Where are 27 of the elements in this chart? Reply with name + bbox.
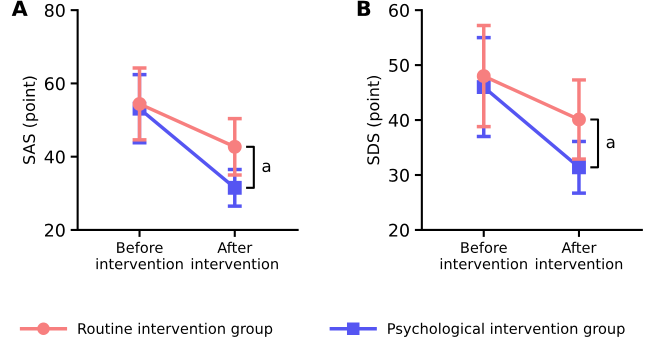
y-tick-label: 30 (389, 168, 409, 182)
x-tick-label: Before intervention (96, 242, 183, 270)
y-tick-label: 50 (389, 58, 409, 72)
chart-title: A (12, 0, 28, 16)
point (476, 69, 491, 84)
point (132, 96, 146, 111)
y-tick-label: 40 (44, 150, 65, 164)
annotation: a (606, 138, 614, 148)
y-tick-label: 60 (389, 4, 409, 17)
x-tick-label: Before intervention (440, 242, 527, 270)
y-tick-label: 40 (388, 114, 409, 127)
point (572, 112, 586, 126)
point (228, 180, 242, 195)
point (228, 140, 242, 154)
y-tick-label: 80 (44, 4, 65, 17)
y-axis-title: SAS (point) (22, 76, 38, 164)
y-tick-label: 20 (389, 224, 409, 237)
x-tick-label: After intervention (192, 242, 278, 270)
y-tick-label: 20 (45, 224, 65, 237)
annotation: a (262, 162, 270, 172)
chart-title: B (358, 0, 370, 16)
y-tick-label: 60 (44, 77, 65, 90)
legend-label: Psychological intervention group (388, 322, 625, 337)
x-tick-label: After intervention (536, 242, 622, 270)
point (572, 160, 586, 174)
legend-label: Routine intervention group (78, 322, 272, 337)
y-axis-title: SDS (point) (366, 76, 382, 164)
